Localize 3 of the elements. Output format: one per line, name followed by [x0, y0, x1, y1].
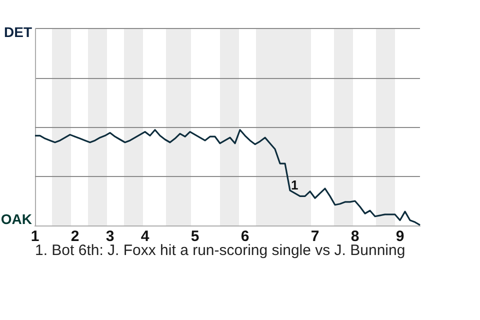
annotation: 1: [291, 178, 298, 193]
text: DET: [4, 24, 32, 40]
text: OAK: [0, 210, 32, 227]
